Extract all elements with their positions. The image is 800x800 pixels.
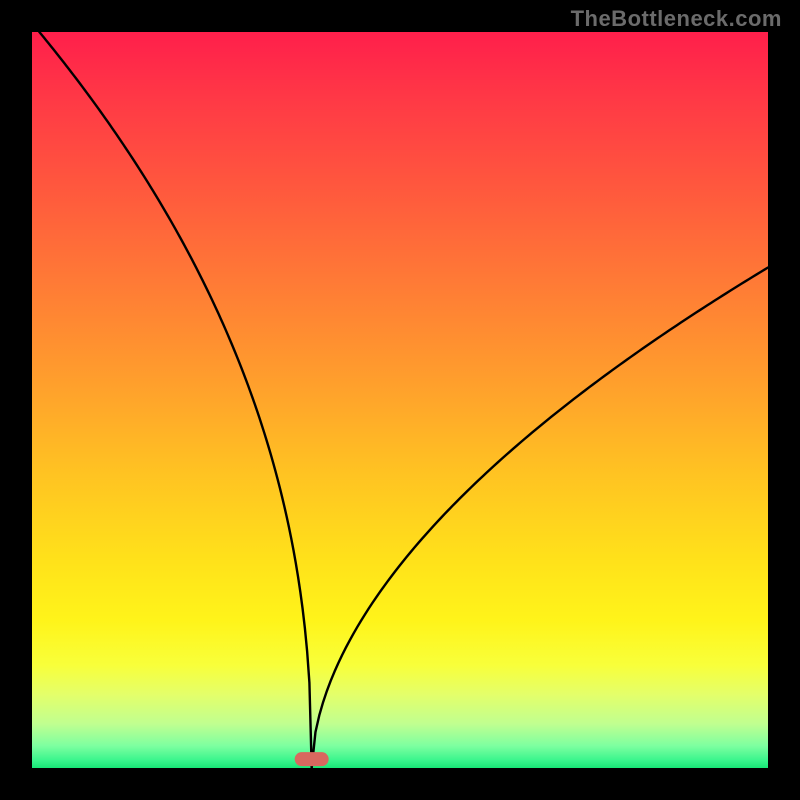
minimum-marker [295,752,329,766]
bottleneck-chart [0,0,800,800]
chart-container: TheBottleneck.com [0,0,800,800]
watermark-text: TheBottleneck.com [571,6,782,32]
plot-background [32,32,768,768]
